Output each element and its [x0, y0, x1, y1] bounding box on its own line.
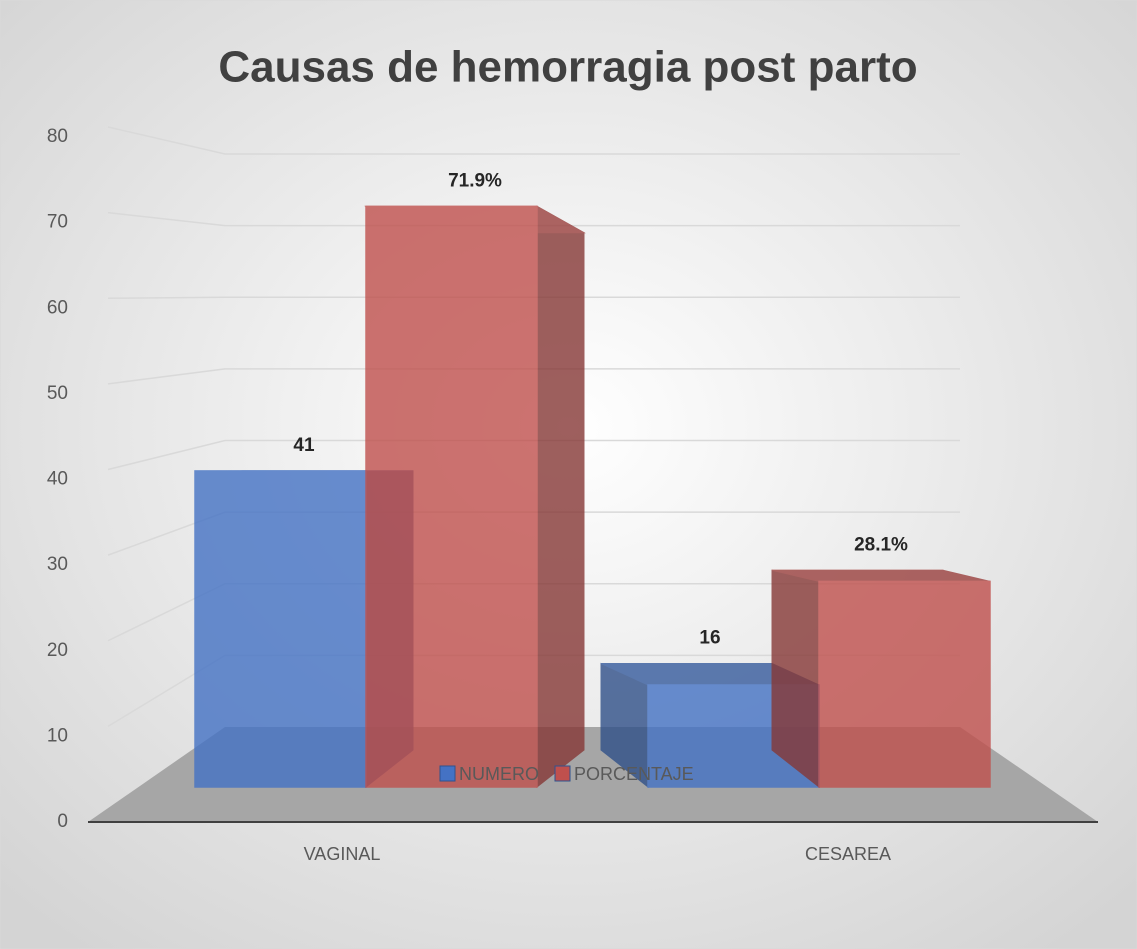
- legend-swatch: [554, 765, 571, 782]
- y-tick-label: 60: [47, 297, 68, 318]
- data-label: 28.1%: [854, 534, 908, 555]
- y-tick-label: 80: [47, 126, 68, 147]
- x-tick-label: VAGINAL: [304, 844, 381, 864]
- bar: [771, 569, 991, 789]
- legend-label: PORCENTAJE: [574, 764, 694, 784]
- legend-swatch: [439, 765, 456, 782]
- bar-side: [771, 569, 820, 789]
- y-tick-label: 0: [57, 811, 68, 832]
- data-label: 71.9%: [448, 170, 502, 191]
- grid-line: [107, 126, 960, 155]
- bar-front: [194, 470, 367, 788]
- y-tick-label: 40: [47, 469, 68, 490]
- bar-side: [536, 205, 585, 789]
- y-tick-label: 30: [47, 554, 68, 575]
- legend-label: NUMERO: [459, 764, 539, 784]
- bar-front: [818, 580, 991, 788]
- y-tick-label: 50: [47, 383, 68, 404]
- grid-line: [107, 211, 960, 227]
- y-tick-label: 10: [47, 725, 68, 746]
- data-label: 41: [293, 435, 315, 456]
- grid-line: [107, 296, 960, 299]
- bar: [364, 205, 586, 789]
- data-label: 16: [699, 628, 720, 649]
- y-tick-label: 20: [47, 640, 68, 661]
- chart-title: Causas de hemorragia post parto: [218, 43, 917, 92]
- grid-line: [107, 368, 960, 385]
- grid-line: [107, 439, 960, 471]
- y-tick-label: 70: [47, 212, 68, 233]
- bar-front: [365, 205, 538, 788]
- x-tick-label: CESAREA: [805, 844, 891, 864]
